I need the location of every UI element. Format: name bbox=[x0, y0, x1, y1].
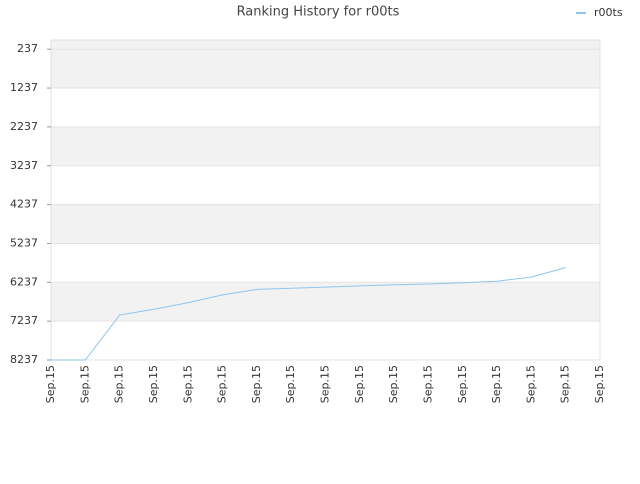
legend-label: r00ts bbox=[594, 6, 623, 19]
x-tick-label: Sep.15 bbox=[456, 365, 469, 403]
x-tick-label: Sep.15 bbox=[284, 365, 297, 403]
plot-band bbox=[51, 165, 600, 205]
y-tick-label: 7237 bbox=[10, 314, 38, 327]
plot-band bbox=[51, 204, 600, 244]
x-tick-label: Sep.15 bbox=[250, 365, 263, 403]
x-tick-label: Sep.15 bbox=[319, 365, 332, 403]
plot-band bbox=[51, 88, 600, 127]
y-tick-label: 4237 bbox=[10, 198, 38, 211]
plot-band bbox=[51, 40, 600, 89]
plot-band bbox=[51, 321, 600, 360]
x-tick-label: Sep.15 bbox=[147, 365, 160, 403]
series-line bbox=[51, 267, 566, 361]
plot-band bbox=[51, 126, 600, 166]
x-tick-label: Sep.15 bbox=[387, 365, 400, 403]
y-tick-label: 6237 bbox=[10, 275, 38, 288]
x-tick-label: Sep.15 bbox=[559, 365, 572, 403]
y-tick-label: 8237 bbox=[10, 353, 38, 366]
x-tick-label: Sep.15 bbox=[593, 365, 606, 403]
y-tick-label: 237 bbox=[17, 42, 38, 55]
x-tick-label: Sep.15 bbox=[490, 365, 503, 403]
x-tick-label: Sep.15 bbox=[78, 365, 91, 403]
y-tick-label: 2237 bbox=[10, 120, 38, 133]
y-tick-label: 5237 bbox=[10, 236, 38, 249]
x-tick-label: Sep.15 bbox=[44, 365, 57, 403]
x-tick-label: Sep.15 bbox=[113, 365, 126, 403]
plot-band bbox=[51, 282, 600, 322]
plot-band bbox=[51, 243, 600, 283]
x-tick-label: Sep.15 bbox=[216, 365, 229, 403]
x-tick-label: Sep.15 bbox=[181, 365, 194, 403]
x-tick-label: Sep.15 bbox=[421, 365, 434, 403]
x-tick-label: Sep.15 bbox=[524, 365, 537, 403]
x-tick-label: Sep.15 bbox=[353, 365, 366, 403]
y-tick-label: 3237 bbox=[10, 159, 38, 172]
chart-title: Ranking History for r00ts bbox=[237, 5, 400, 20]
y-tick-label: 1237 bbox=[10, 81, 38, 94]
